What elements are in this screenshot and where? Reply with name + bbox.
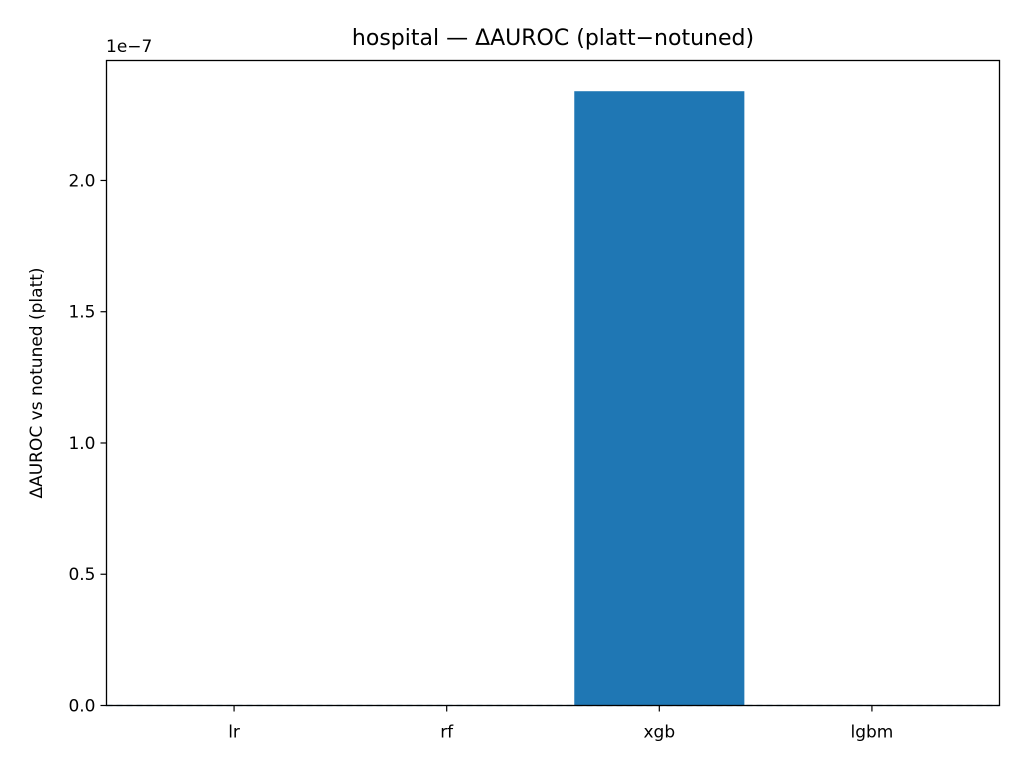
y-tick-label: 1.0 <box>68 434 95 454</box>
y-axis-ticks: 0.0 0.5 1.0 1.5 2.0 <box>68 171 107 717</box>
chart-title: hospital — ΔAUROC (platt−notuned) <box>352 26 754 51</box>
x-axis-ticks: lr rf xgb lgbm <box>228 705 893 743</box>
y-tick-label: 0.5 <box>68 565 95 585</box>
x-tick-label-rf: rf <box>440 723 454 743</box>
bars-layer <box>574 91 745 706</box>
x-tick-label-lgbm: lgbm <box>850 723 893 743</box>
y-tick-label: 0.0 <box>68 697 95 717</box>
y-axis-label: ΔAUROC vs notuned (platt) <box>27 267 47 498</box>
bar-xgb <box>574 91 745 706</box>
x-tick-label-lr: lr <box>228 723 240 743</box>
x-tick-label-xgb: xgb <box>643 723 675 743</box>
y-tick-label: 1.5 <box>68 303 95 323</box>
plot-frame <box>105 59 1001 707</box>
y-axis-offset-label: 1e−7 <box>106 37 152 57</box>
y-tick-label: 2.0 <box>68 171 95 191</box>
